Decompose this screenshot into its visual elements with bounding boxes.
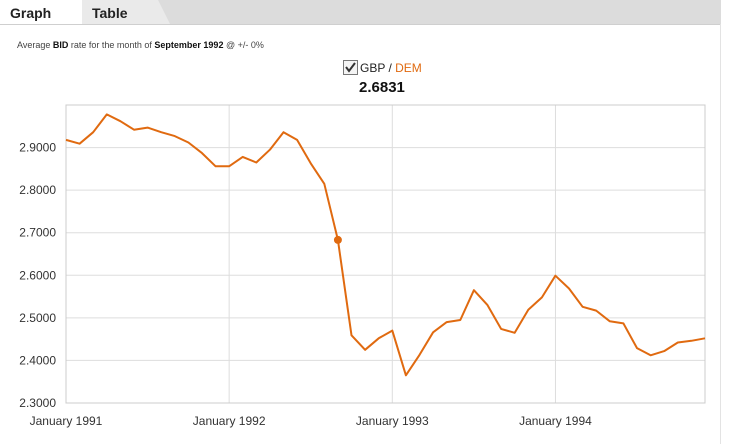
plot-area-border bbox=[65, 104, 706, 404]
y-tick-label: 2.4000 bbox=[19, 353, 56, 367]
summary-bid: BID bbox=[52, 40, 69, 50]
y-tick-label: 2.7000 bbox=[19, 226, 56, 240]
highlight-point bbox=[333, 235, 342, 244]
legend-base: GBP bbox=[360, 61, 386, 75]
legend-separator: / bbox=[385, 61, 396, 75]
checkmark-icon bbox=[345, 62, 356, 73]
summary-suffix: @ +/- 0% bbox=[223, 40, 264, 50]
y-tick-label: 2.9000 bbox=[19, 141, 56, 155]
y-tick-label: 2.8000 bbox=[19, 183, 56, 197]
y-tick-label: 2.5000 bbox=[19, 311, 56, 325]
series-line bbox=[65, 113, 706, 377]
summary-month: September 1992 bbox=[154, 40, 224, 50]
summary-middle: rate for the month of bbox=[68, 40, 155, 50]
x-tick-label: January 1991 bbox=[30, 414, 103, 428]
tab-bar: Graph Table bbox=[0, 0, 721, 25]
x-tick-label: January 1992 bbox=[193, 414, 266, 428]
graph-panel bbox=[0, 24, 721, 444]
legend-quote: DEM bbox=[395, 61, 422, 75]
x-tick-label: January 1994 bbox=[519, 414, 592, 428]
tab-graph[interactable]: Graph bbox=[0, 0, 98, 24]
x-tick-label: January 1993 bbox=[356, 414, 429, 428]
series-legend: GBP / DEM bbox=[343, 60, 422, 75]
summary-prefix: Average bbox=[17, 40, 53, 50]
y-tick-label: 2.3000 bbox=[19, 396, 56, 410]
selected-value: 2.6831 bbox=[359, 79, 405, 96]
series-checkbox[interactable] bbox=[343, 60, 358, 75]
tab-table[interactable]: Table bbox=[82, 0, 170, 24]
y-tick-label: 2.6000 bbox=[19, 268, 56, 282]
rate-summary: Average BID rate for the month of Septem… bbox=[17, 40, 264, 50]
